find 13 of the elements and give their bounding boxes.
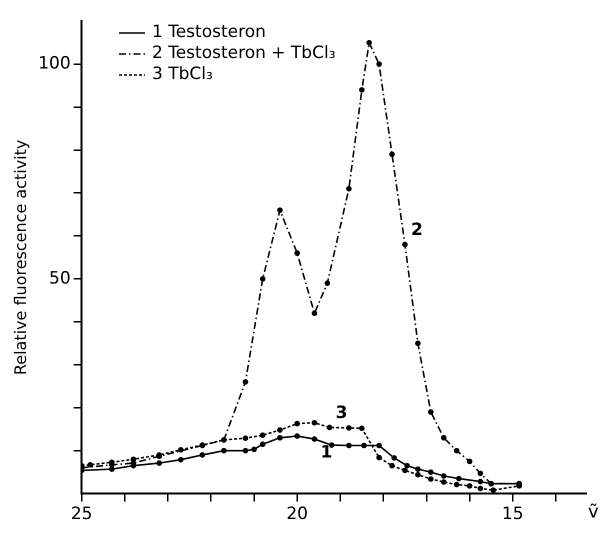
y-axis-title: Relative fluorescence activity bbox=[10, 140, 30, 376]
x-tick-label: 20 bbox=[286, 504, 308, 524]
legend-label: 1 Testosteron bbox=[152, 22, 266, 43]
y-tick-label: 100 bbox=[38, 54, 71, 74]
annotation: 3 bbox=[336, 402, 348, 423]
annotation: 2 bbox=[411, 220, 423, 240]
y-tick-label: 50 bbox=[49, 268, 71, 288]
x-axis-title: ṽ bbox=[588, 501, 599, 522]
x-tick-label: 15 bbox=[502, 504, 524, 524]
annotation: 1 bbox=[320, 442, 332, 462]
x-tick-label: 25 bbox=[70, 504, 92, 524]
legend-label: 2 Testosteron + TbCl₃ bbox=[152, 43, 336, 64]
legend-label: 3 TbCl₃ bbox=[152, 64, 213, 85]
